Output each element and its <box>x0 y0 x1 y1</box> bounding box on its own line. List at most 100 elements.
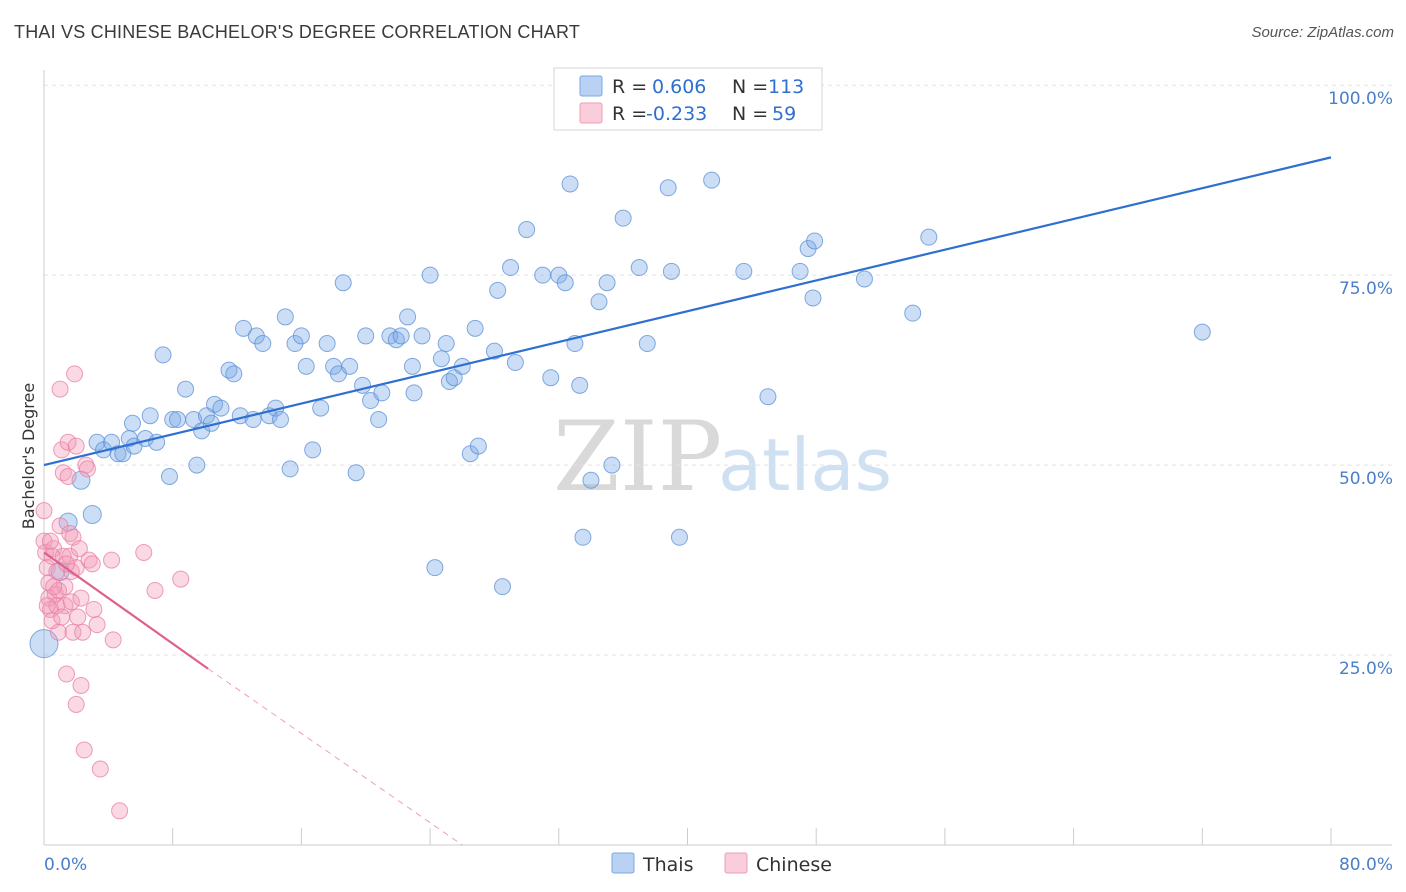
point-thais-48 <box>334 274 352 292</box>
point-thais-41 <box>292 327 310 345</box>
point-thais-17 <box>160 467 178 485</box>
point-chinese-35 <box>72 676 90 694</box>
trend-line-chinese <box>43 551 209 670</box>
point-chinese-34 <box>72 589 90 607</box>
point-chinese-13 <box>51 380 69 398</box>
point-thais-43 <box>304 441 322 459</box>
point-thais-75 <box>502 259 520 277</box>
point-chinese-55 <box>38 597 56 615</box>
point-thais-14 <box>141 407 159 425</box>
point-thais-92 <box>630 259 648 277</box>
point-chinese-50 <box>172 570 190 588</box>
point-chinese-54 <box>53 608 71 626</box>
point-chinese-58 <box>41 532 59 550</box>
legend-r-label-chinese: R = <box>612 103 647 125</box>
point-thais-60 <box>403 357 421 375</box>
point-chinese-42 <box>85 600 103 618</box>
source-credit: Source: ZipAtlas.com <box>1251 24 1394 41</box>
point-thais-105 <box>904 304 922 322</box>
legend-n-label-thais: N = <box>732 76 768 98</box>
y-tick-label-2: 75.0% <box>1339 279 1393 299</box>
bottom-legend-swatch-thais <box>611 852 635 874</box>
point-thais-39 <box>281 460 299 478</box>
point-thais-98 <box>735 262 753 280</box>
data-points <box>29 171 1211 820</box>
point-chinese-36 <box>74 623 92 641</box>
point-thais-12 <box>123 414 141 432</box>
point-chinese-21 <box>59 467 77 485</box>
point-thais-80 <box>542 369 560 387</box>
x-tick-label-min: 0.0% <box>44 855 87 875</box>
point-thais-86 <box>574 528 592 546</box>
point-thais-102 <box>804 289 822 307</box>
point-chinese-3 <box>38 559 56 577</box>
point-thais-74 <box>489 281 507 299</box>
point-chinese-44 <box>91 760 109 778</box>
point-chinese-28 <box>66 365 84 383</box>
trend-lines <box>43 156 1332 846</box>
point-chinese-43 <box>88 616 106 634</box>
point-thais-83 <box>561 175 579 193</box>
point-chinese-49 <box>146 581 164 599</box>
bottom-legend-label-chinese: Chinese <box>756 854 832 876</box>
point-chinese-33 <box>70 540 88 558</box>
point-thais-77 <box>493 578 511 596</box>
point-thais-63 <box>421 266 439 284</box>
point-thais-103 <box>806 232 824 250</box>
point-thais-76 <box>506 354 524 372</box>
point-chinese-11 <box>49 623 67 641</box>
point-chinese-31 <box>69 608 87 626</box>
legend-n-label-chinese: N = <box>732 103 768 125</box>
point-chinese-29 <box>67 437 85 455</box>
point-thais-45 <box>318 335 336 353</box>
point-thais-88 <box>590 293 608 311</box>
point-thais-34 <box>254 335 272 353</box>
y-tick-label-3: 100.0% <box>1328 89 1393 109</box>
point-thais-61 <box>405 384 423 402</box>
point-thais-104 <box>855 270 873 288</box>
point-thais-54 <box>370 411 388 429</box>
point-thais-100 <box>791 262 809 280</box>
legend-n-value-chinese: 59 <box>772 103 796 125</box>
point-thais-97 <box>703 171 721 189</box>
legend-swatch-chinese <box>579 102 603 124</box>
point-thais-52 <box>357 327 375 345</box>
point-thais-89 <box>598 274 616 292</box>
legend-r-value-thais: 0.606 <box>652 76 706 98</box>
point-thais-62 <box>413 327 431 345</box>
point-thais-79 <box>534 266 552 284</box>
y-tick-label-0: 25.0% <box>1339 659 1393 679</box>
point-thais-31 <box>234 319 252 337</box>
bottom-legend: Thais Chinese <box>611 852 832 876</box>
point-thais-49 <box>341 357 359 375</box>
point-thais-20 <box>177 380 195 398</box>
watermark: ZIP atlas <box>553 401 892 513</box>
gridlines <box>44 84 1392 656</box>
point-thais-8 <box>109 445 127 463</box>
bottom-legend-label-thais: Thais <box>642 854 693 876</box>
point-chinese-41 <box>83 555 101 573</box>
point-chinese-46 <box>104 631 122 649</box>
point-thais-66 <box>437 335 455 353</box>
point-thais-71 <box>469 437 487 455</box>
point-thais-4 <box>82 504 102 524</box>
bottom-legend-swatch-chinese <box>724 852 748 874</box>
point-thais-16 <box>154 346 172 364</box>
point-thais-55 <box>373 384 391 402</box>
legend-r-label-thais: R = <box>612 76 647 98</box>
point-chinese-26 <box>64 623 82 641</box>
trend-extension-chinese <box>207 668 463 846</box>
point-thais-93 <box>638 335 656 353</box>
point-thais-22 <box>188 456 206 474</box>
point-thais-44 <box>312 399 330 417</box>
point-thais-87 <box>582 471 600 489</box>
legend-r-value-chinese: -0.233 <box>646 103 707 125</box>
point-thais-42 <box>297 357 315 375</box>
point-thais-27 <box>212 399 230 417</box>
point-chinese-37 <box>75 741 93 759</box>
point-chinese-45 <box>103 551 121 569</box>
point-thais-65 <box>432 350 450 368</box>
point-thais-107 <box>1193 323 1211 341</box>
legend-swatch-thais <box>579 75 603 97</box>
